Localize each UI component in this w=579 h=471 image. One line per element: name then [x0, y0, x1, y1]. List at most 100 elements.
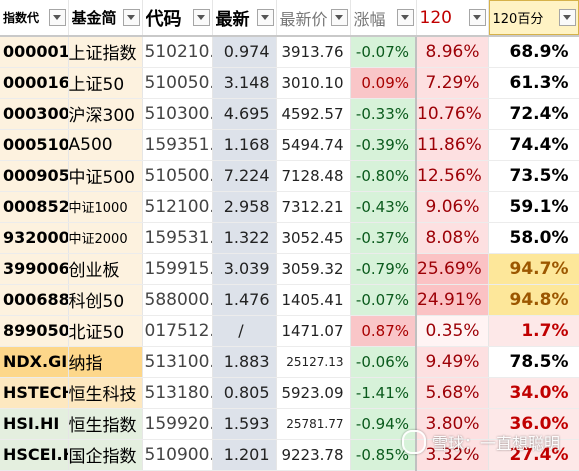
index-name-cell[interactable]: 恒生指数	[68, 408, 143, 440]
p120-cell[interactable]: 12.56%	[415, 160, 489, 192]
latest-cell[interactable]: 5494.74	[276, 129, 351, 161]
p120-cell[interactable]: 24.91%	[415, 284, 489, 316]
index-name-cell[interactable]: 北证50	[68, 315, 143, 347]
index-name-cell[interactable]: 创业板	[68, 253, 143, 285]
change-cell[interactable]: -0.39%	[350, 129, 417, 161]
p120-cell[interactable]: 7.29%	[415, 67, 489, 99]
latest-cell[interactable]: 4592.57	[276, 98, 351, 130]
filter-dropdown-icon[interactable]	[192, 9, 210, 26]
latest-cell[interactable]: 25781.77	[276, 408, 351, 440]
price-cell[interactable]: 0.805	[212, 377, 277, 409]
rank-cell[interactable]: 1.7%	[488, 315, 579, 347]
index-name-cell[interactable]: A500	[68, 129, 143, 161]
fund-code-cell[interactable]: 510500.	[142, 160, 213, 192]
index-name-cell[interactable]: 恒生科技	[68, 377, 143, 409]
index-name-cell[interactable]: 纳指	[68, 346, 143, 378]
rank-cell[interactable]: 72.4%	[488, 98, 579, 130]
p120-cell[interactable]: 11.86%	[415, 129, 489, 161]
index-code-cell[interactable]: HSTECH	[0, 377, 69, 409]
table-row[interactable]: 000688. 科创50 588000. 1.476 1405.41 -0.07…	[0, 284, 579, 316]
latest-cell[interactable]: 1471.07	[276, 315, 351, 347]
table-row[interactable]: 399006. 创业板 159915. 3.039 3059.32 -0.79%…	[0, 253, 579, 285]
price-cell[interactable]: 0.974	[212, 36, 277, 68]
price-cell[interactable]: 1.322	[212, 222, 277, 254]
rank-cell[interactable]: 59.1%	[488, 191, 579, 223]
rank-cell[interactable]: 68.9%	[488, 36, 579, 68]
index-code-cell[interactable]: 000016.	[0, 67, 69, 99]
index-name-cell[interactable]: 沪深300	[68, 98, 143, 130]
index-code-cell[interactable]: 899050.	[0, 315, 69, 347]
filter-dropdown-icon[interactable]	[256, 9, 274, 26]
fund-code-cell[interactable]: 159531.	[142, 222, 213, 254]
filter-dropdown-icon[interactable]	[396, 9, 414, 26]
price-cell[interactable]: 1.476	[212, 284, 277, 316]
p120-cell[interactable]: 9.06%	[415, 191, 489, 223]
p120-cell[interactable]: 3.80%	[415, 408, 489, 440]
p120-cell[interactable]: 9.49%	[415, 346, 489, 378]
p120-cell[interactable]: 8.96%	[415, 36, 489, 68]
table-row[interactable]: 000016. 上证50 510050. 3.148 3010.10 0.09%…	[0, 67, 579, 99]
p120-cell[interactable]: 0.35%	[415, 315, 489, 347]
index-name-cell[interactable]: 中证500	[68, 160, 143, 192]
p120-cell[interactable]: 25.69%	[415, 253, 489, 285]
index-code-cell[interactable]: 000001.	[0, 36, 69, 68]
p120-cell[interactable]: 8.08%	[415, 222, 489, 254]
rank-cell[interactable]: 34.0%	[488, 377, 579, 409]
index-code-cell[interactable]: 932000.	[0, 222, 69, 254]
latest-cell[interactable]: 9223.78	[276, 439, 351, 471]
index-name-cell[interactable]: 中证2000	[68, 222, 143, 254]
change-cell[interactable]: -1.41%	[350, 377, 417, 409]
price-cell[interactable]: 3.148	[212, 67, 277, 99]
index-code-cell[interactable]: 000300.	[0, 98, 69, 130]
index-code-cell[interactable]: 000510.	[0, 129, 69, 161]
fund-code-cell[interactable]: 159351.	[142, 129, 213, 161]
p120-cell[interactable]: 10.76%	[415, 98, 489, 130]
rank-cell[interactable]: 94.8%	[488, 284, 579, 316]
index-name-cell[interactable]: 科创50	[68, 284, 143, 316]
fund-code-cell[interactable]: 017512.	[142, 315, 213, 347]
rank-cell[interactable]: 94.7%	[488, 253, 579, 285]
rank-cell[interactable]: 73.5%	[488, 160, 579, 192]
price-cell[interactable]: 7.224	[212, 160, 277, 192]
index-code-cell[interactable]: 000852.	[0, 191, 69, 223]
p120-cell[interactable]: 5.68%	[415, 377, 489, 409]
change-cell[interactable]: -0.07%	[350, 36, 417, 68]
table-row[interactable]: 000905. 中证500 510500. 7.224 7128.48 -0.8…	[0, 160, 579, 192]
rank-cell[interactable]: 74.4%	[488, 129, 579, 161]
fund-code-cell[interactable]: 510050.	[142, 67, 213, 99]
index-name-cell[interactable]: 上证50	[68, 67, 143, 99]
price-cell[interactable]: 1.593	[212, 408, 277, 440]
fund-code-cell[interactable]: 159915.	[142, 253, 213, 285]
table-row[interactable]: 899050. 北证50 017512. / 1471.07 0.87% 0.3…	[0, 315, 579, 347]
index-name-cell[interactable]: 中证1000	[68, 191, 143, 223]
table-row[interactable]: 000852. 中证1000 512100. 2.958 7312.21 -0.…	[0, 191, 579, 223]
price-cell[interactable]: 3.039	[212, 253, 277, 285]
change-cell[interactable]: 0.09%	[350, 67, 417, 99]
latest-cell[interactable]: 3913.76	[276, 36, 351, 68]
latest-cell[interactable]: 7312.21	[276, 191, 351, 223]
index-name-cell[interactable]: 上证指数	[68, 36, 143, 68]
fund-code-cell[interactable]: 510900.	[142, 439, 213, 471]
latest-cell[interactable]: 3010.10	[276, 67, 351, 99]
fund-code-cell[interactable]: 588000.	[142, 284, 213, 316]
rank-cell[interactable]: 58.0%	[488, 222, 579, 254]
index-code-cell[interactable]: NDX.GI	[0, 346, 69, 378]
latest-cell[interactable]: 3059.32	[276, 253, 351, 285]
change-cell[interactable]: -0.33%	[350, 98, 417, 130]
change-cell[interactable]: -0.06%	[350, 346, 417, 378]
table-row[interactable]: 000300. 沪深300 510300. 4.695 4592.57 -0.3…	[0, 98, 579, 130]
filter-dropdown-icon[interactable]	[468, 9, 486, 26]
change-cell[interactable]: -0.79%	[350, 253, 417, 285]
fund-code-cell[interactable]: 510300.	[142, 98, 213, 130]
latest-cell[interactable]: 1405.41	[276, 284, 351, 316]
table-row[interactable]: 000001. 上证指数 510210. 0.974 3913.76 -0.07…	[0, 36, 579, 68]
price-cell[interactable]: 4.695	[212, 98, 277, 130]
fund-code-cell[interactable]: 513100.	[142, 346, 213, 378]
price-cell[interactable]: 1.883	[212, 346, 277, 378]
price-cell[interactable]: 1.201	[212, 439, 277, 471]
rank-cell[interactable]: 61.3%	[488, 67, 579, 99]
index-name-cell[interactable]: 国企指数	[68, 439, 143, 471]
filter-dropdown-icon[interactable]	[48, 9, 66, 26]
change-cell[interactable]: -0.43%	[350, 191, 417, 223]
fund-code-cell[interactable]: 512100.	[142, 191, 213, 223]
